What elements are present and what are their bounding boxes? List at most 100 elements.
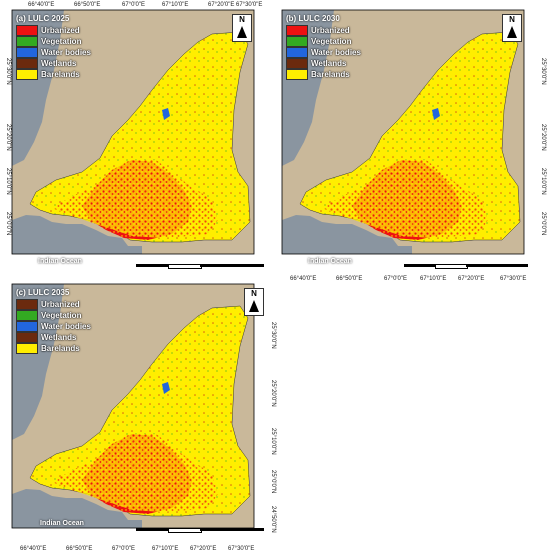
scale-seg xyxy=(466,264,528,267)
lon-c-2: 66°50'0"E xyxy=(66,546,93,552)
legend-label: Vegetation xyxy=(41,37,82,46)
lat-b-1: 25°30'0"N xyxy=(540,58,546,85)
lon-b-1: 66°40'0"E xyxy=(290,276,317,282)
lat-a-3: 25°10'0"N xyxy=(5,168,11,195)
north-arrow-a: N xyxy=(232,14,252,42)
lat-b-2: 25°20'0"N xyxy=(540,124,546,151)
legend-label: Water bodies xyxy=(41,48,91,57)
north-arrow-b: N xyxy=(502,14,522,42)
swatch xyxy=(286,25,308,36)
map-body-c xyxy=(11,283,255,529)
lat-a-2: 25°20'0"N xyxy=(5,124,11,151)
swatch xyxy=(16,310,38,321)
north-arrow-c: N xyxy=(244,288,264,316)
legend-c-row: Wetlands xyxy=(16,332,91,343)
north-arrow-icon xyxy=(249,300,259,312)
legend-label: Water bodies xyxy=(311,48,361,57)
swatch xyxy=(16,332,38,343)
scale-seg xyxy=(200,264,264,267)
ocean-label-c: Indian Ocean xyxy=(40,520,84,527)
legend-label: Water bodies xyxy=(41,322,91,331)
legend-c-row: Barelands xyxy=(16,343,91,354)
swatch xyxy=(286,36,308,47)
panel-title-c: (c) LULC 2035 xyxy=(16,288,70,297)
swatch xyxy=(16,69,38,80)
legend-a: (a) LULC 2025 Urbanized Vegetation Water… xyxy=(16,14,91,80)
lon-b-2: 66°50'0"E xyxy=(336,276,363,282)
legend-label: Urbanized xyxy=(311,26,350,35)
north-letter: N xyxy=(251,289,257,298)
legend-label: Wetlands xyxy=(41,59,77,68)
swatch xyxy=(16,25,38,36)
lon-c-3: 67°0'0"E xyxy=(112,546,136,552)
lon-a-2: 66°50'0"E xyxy=(74,2,101,8)
swatch xyxy=(16,299,38,310)
lon-a-1: 66°40'0"E xyxy=(28,2,55,8)
map-body-b xyxy=(281,9,525,255)
lon-a-3: 67°0'0"E xyxy=(122,2,146,8)
lon-a-5: 67°20'0"E xyxy=(208,2,235,8)
legend-c-row: Water bodies xyxy=(16,321,91,332)
legend-b: (b) LULC 2030 Urbanized Vegetation Water… xyxy=(286,14,361,80)
ocean-label-a: Indian Ocean xyxy=(38,258,82,265)
legend-label: Barelands xyxy=(311,70,350,79)
legend-label: Wetlands xyxy=(41,333,77,342)
legend-b-row: Vegetation xyxy=(286,36,361,47)
legend-label: Vegetation xyxy=(311,37,352,46)
lat-a-1: 25°30'0"N xyxy=(5,58,11,85)
lon-a-4: 67°10'0"E xyxy=(162,2,189,8)
scale-bar-c xyxy=(136,528,264,536)
north-letter: N xyxy=(509,15,515,24)
lat-b-4: 25°0'0"N xyxy=(540,212,546,236)
swatch xyxy=(286,47,308,58)
north-letter: N xyxy=(239,15,245,24)
lat-c-1: 25°30'0"N xyxy=(270,322,276,349)
legend-label: Barelands xyxy=(41,70,80,79)
legend-a-row: Water bodies xyxy=(16,47,91,58)
lat-c-3: 25°10'0"N xyxy=(270,428,276,455)
legend-b-row: Urbanized xyxy=(286,25,361,36)
legend-a-row: Vegetation xyxy=(16,36,91,47)
swatch xyxy=(16,321,38,332)
panel-title-b: (b) LULC 2030 xyxy=(286,14,340,23)
legend-c-row: Urbanized xyxy=(16,299,91,310)
lon-c-4: 67°10'0"E xyxy=(152,546,179,552)
legend-b-row: Barelands xyxy=(286,69,361,80)
swatch xyxy=(286,69,308,80)
legend-b-row: Water bodies xyxy=(286,47,361,58)
lon-c-1: 66°40'0"E xyxy=(20,546,47,552)
lat-c-2: 25°20'0"N xyxy=(270,380,276,407)
lon-c-5: 67°20'0"E xyxy=(190,546,217,552)
legend-a-row: Urbanized xyxy=(16,25,91,36)
lon-b-3: 67°0'0"E xyxy=(384,276,408,282)
legend-label: Wetlands xyxy=(311,59,347,68)
scale-seg xyxy=(168,264,202,269)
legend-c: (c) LULC 2035 Urbanized Vegetation Water… xyxy=(16,288,91,354)
swatch xyxy=(16,343,38,354)
lon-c-6: 67°30'0"E xyxy=(228,546,255,552)
swatch xyxy=(16,58,38,69)
legend-a-row: Wetlands xyxy=(16,58,91,69)
lat-c-4: 25°0'0"N xyxy=(270,470,276,494)
legend-label: Vegetation xyxy=(41,311,82,320)
scale-seg xyxy=(168,528,202,533)
legend-a-row: Barelands xyxy=(16,69,91,80)
lon-a-6: 67°30'0"E xyxy=(236,2,263,8)
scale-bar-b xyxy=(404,264,528,272)
lon-b-6: 67°30'0"E xyxy=(500,276,527,282)
north-arrow-icon xyxy=(237,26,247,38)
lat-a-4: 25°0'0"N xyxy=(5,212,11,236)
legend-b-row: Wetlands xyxy=(286,58,361,69)
legend-label: Urbanized xyxy=(41,26,80,35)
scale-seg xyxy=(200,528,264,531)
scale-seg xyxy=(136,528,168,531)
scale-seg xyxy=(435,264,468,269)
swatch xyxy=(16,36,38,47)
legend-label: Barelands xyxy=(41,344,80,353)
scale-seg xyxy=(136,264,168,267)
legend-label: Urbanized xyxy=(41,300,80,309)
ocean-label-b: Indian Ocean xyxy=(308,258,352,265)
lon-b-5: 67°20'0"E xyxy=(458,276,485,282)
map-body-a xyxy=(11,9,255,255)
